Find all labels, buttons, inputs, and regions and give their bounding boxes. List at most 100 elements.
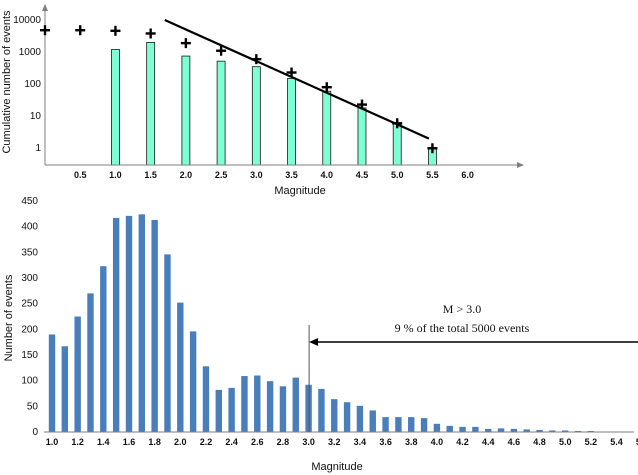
bottom-bar [138,214,146,432]
bottom-bar [202,366,210,432]
top-y-tick-label: 10 [30,111,42,122]
top-y-ticks: 1 10 100 1000 10000 [13,15,41,154]
bottom-bar [356,405,364,432]
top-cumulative-point [356,99,367,110]
bottom-x-ticks: 1.0 1.2 1.4 1.6 1.8 2.0 2.2 2.4 2.6 2.8 3.0 3.2 3.4 3… [46,437,638,447]
bottom-x-tick-label: 1.8 [148,437,161,447]
bottom-bar [395,417,402,432]
bottom-bar [74,316,81,432]
top-y-tick-label: 1000 [19,47,42,58]
bottom-bar [164,254,171,432]
annotation-line2: 9 % of the total 5000 events [395,321,530,335]
bottom-bar [408,417,415,432]
bottom-bar [215,389,222,432]
top-y-tick-label: 100 [24,79,41,90]
bottom-bar [125,215,133,432]
top-x-tick-label: 1.0 [109,170,122,180]
top-cumulative-point [110,25,121,36]
bottom-x-tick-label: 1.4 [97,437,110,447]
annotation-line1: M > 3.0 [443,302,481,316]
annotation: M > 3.0 9 % of the total 5000 events [308,302,638,432]
bottom-bar [189,331,197,432]
bottom-bar [48,334,56,432]
bottom-y-tick-label: 350 [21,247,38,258]
top-fit-line [164,18,430,140]
top-x-tick-label: 4.0 [321,170,334,180]
top-x-tick-label: 2.5 [215,170,228,180]
top-x-tick-label: 1.5 [144,170,157,180]
top-bar [251,66,261,166]
top-x-tick-label: 5.0 [391,170,404,180]
top-bar [392,122,402,166]
bottom-x-tick-label: 2.8 [277,437,290,447]
top-x-tick-label: 6.0 [461,170,474,180]
bottom-bar [61,346,69,432]
bottom-bar [100,266,107,432]
bottom-bar [485,428,492,432]
top-x-tick-label: 0.5 [74,170,87,180]
bottom-x-tick-label: 1.0 [46,437,59,447]
bottom-bar [446,425,453,432]
bottom-bar [536,429,543,432]
top-cumulative-point [145,28,156,39]
bottom-x-tick-label: 1.6 [123,437,136,447]
top-x-tick-label: 3.0 [250,170,263,180]
bottom-bar [241,376,248,432]
top-x-tick-label: 3.5 [285,170,298,180]
top-bar [322,90,332,166]
top-bar [146,42,156,166]
bottom-y-tick-label: 450 [21,196,38,207]
bottom-y-tick-label: 300 [21,273,38,284]
bottom-bar [574,430,582,432]
bottom-bar [112,217,120,432]
bottom-bar [87,293,94,432]
top-cumulative-point [75,25,86,36]
top-cumulative-point [216,45,227,56]
top-bar [357,107,367,166]
bottom-x-tick-label: 4.2 [456,437,469,447]
bottom-y-ticks: 0 50 100 150 200 250 300 350 400 450 [21,196,38,438]
annotation-left-arrowhead [309,338,319,346]
top-cumulative-point [286,67,297,78]
bottom-bar [587,430,595,432]
bottom-bar [459,426,466,432]
bottom-bar [523,429,530,432]
bottom-xlabel: Magnitude [311,461,362,473]
bottom-x-tick-label: 3.2 [328,437,341,447]
bottom-y-tick-label: 50 [27,401,39,412]
bottom-chart: Number of events Magnitude 0 50 100 150 200 2… [3,196,638,473]
bottom-y-tick-label: 400 [21,222,38,233]
bottom-bar [497,428,505,432]
top-x-axis-arrow [517,162,524,168]
bottom-x-tick-label: 4.0 [431,437,444,447]
bottom-bar [472,426,479,432]
top-fit-line-group [164,18,430,140]
bottom-bar [266,381,274,432]
top-cumulative-point [427,143,438,154]
bottom-bar [549,430,556,432]
bottom-x-tick-label: 1.2 [71,437,84,447]
bottom-bar [343,402,351,432]
bottom-bar [331,399,338,432]
bottom-x-tick-label: 2.2 [200,437,213,447]
top-cumulative-point [321,82,332,93]
top-y-axis-arrow [42,4,48,11]
bottom-bar [279,386,287,432]
bottom-bar [318,388,325,432]
bottom-y-tick-label: 250 [21,299,38,310]
top-xlabel: Magnitude [274,185,325,197]
bottom-x-tick-label: 4.8 [533,437,546,447]
top-bar [111,49,120,166]
top-cumulative-point [40,25,50,36]
bottom-bar [177,302,184,432]
top-bar [216,60,226,166]
bottom-x-tick-label: 4.6 [508,437,521,447]
bottom-x-tick-label: 5.6 [636,437,638,447]
top-cumulative-point [392,118,403,129]
bottom-bar [151,219,158,432]
top-x-ticks: 0.5 1.0 1.5 2.0 2.5 3.0 3.5 4.0 4.5 5.0 5.5 6.0 [74,170,474,180]
bottom-bar [254,375,261,432]
top-points [40,25,438,154]
bottom-bar [228,387,235,432]
